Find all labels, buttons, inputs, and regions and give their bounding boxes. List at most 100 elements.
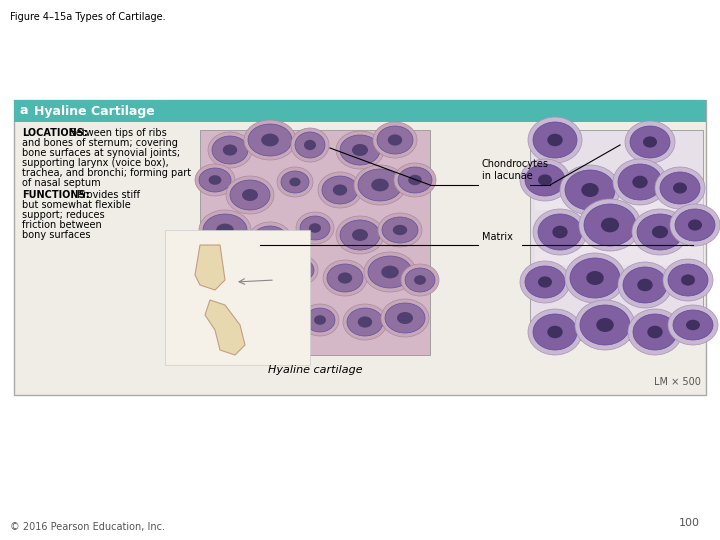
Text: © 2016 Pearson Education, Inc.: © 2016 Pearson Education, Inc. bbox=[10, 522, 165, 532]
Ellipse shape bbox=[247, 276, 263, 288]
Ellipse shape bbox=[263, 234, 277, 246]
Text: support; reduces: support; reduces bbox=[22, 210, 104, 220]
Ellipse shape bbox=[318, 172, 362, 208]
Ellipse shape bbox=[618, 164, 662, 200]
Ellipse shape bbox=[314, 315, 326, 325]
Ellipse shape bbox=[565, 170, 615, 210]
Ellipse shape bbox=[601, 218, 619, 232]
Ellipse shape bbox=[586, 271, 604, 285]
Ellipse shape bbox=[358, 316, 372, 328]
Ellipse shape bbox=[295, 132, 325, 158]
Ellipse shape bbox=[235, 267, 275, 297]
Ellipse shape bbox=[525, 266, 565, 298]
Ellipse shape bbox=[660, 172, 700, 204]
Ellipse shape bbox=[340, 135, 380, 165]
Ellipse shape bbox=[309, 223, 321, 233]
Ellipse shape bbox=[655, 167, 705, 209]
Text: bone surfaces at synovial joints;: bone surfaces at synovial joints; bbox=[22, 148, 180, 158]
Ellipse shape bbox=[199, 168, 231, 192]
Ellipse shape bbox=[401, 264, 439, 296]
Text: supporting larynx (voice box),: supporting larynx (voice box), bbox=[22, 158, 168, 168]
Ellipse shape bbox=[580, 305, 630, 345]
Ellipse shape bbox=[596, 318, 613, 332]
Text: LM × 500: LM × 500 bbox=[654, 377, 701, 387]
Ellipse shape bbox=[340, 220, 380, 250]
Ellipse shape bbox=[277, 167, 313, 197]
Ellipse shape bbox=[405, 268, 435, 292]
Ellipse shape bbox=[210, 306, 250, 338]
Ellipse shape bbox=[394, 163, 436, 197]
Ellipse shape bbox=[663, 259, 713, 301]
Ellipse shape bbox=[336, 131, 384, 169]
Ellipse shape bbox=[618, 262, 672, 308]
Ellipse shape bbox=[538, 276, 552, 288]
Ellipse shape bbox=[294, 266, 305, 274]
Text: Hyaline cartilage: Hyaline cartilage bbox=[268, 365, 362, 375]
Ellipse shape bbox=[688, 219, 702, 231]
Ellipse shape bbox=[628, 309, 682, 355]
FancyBboxPatch shape bbox=[530, 130, 703, 340]
Ellipse shape bbox=[248, 124, 292, 156]
Ellipse shape bbox=[538, 174, 552, 186]
Ellipse shape bbox=[281, 171, 309, 193]
Ellipse shape bbox=[632, 209, 688, 255]
Text: 100: 100 bbox=[679, 518, 700, 528]
Ellipse shape bbox=[286, 259, 314, 281]
Ellipse shape bbox=[560, 165, 620, 215]
Ellipse shape bbox=[632, 176, 648, 188]
Ellipse shape bbox=[289, 178, 301, 186]
Ellipse shape bbox=[373, 122, 417, 158]
Ellipse shape bbox=[244, 120, 296, 160]
Ellipse shape bbox=[216, 224, 234, 237]
Ellipse shape bbox=[382, 217, 418, 243]
Ellipse shape bbox=[364, 252, 416, 292]
Ellipse shape bbox=[393, 225, 408, 235]
Ellipse shape bbox=[296, 212, 334, 244]
FancyBboxPatch shape bbox=[165, 230, 310, 365]
Ellipse shape bbox=[377, 126, 413, 154]
Ellipse shape bbox=[209, 175, 222, 185]
Ellipse shape bbox=[547, 326, 563, 338]
Ellipse shape bbox=[230, 180, 270, 210]
Ellipse shape bbox=[397, 312, 413, 324]
Ellipse shape bbox=[381, 299, 429, 337]
Ellipse shape bbox=[323, 260, 367, 296]
Ellipse shape bbox=[305, 308, 335, 332]
Ellipse shape bbox=[625, 121, 675, 163]
Ellipse shape bbox=[352, 229, 368, 241]
Ellipse shape bbox=[623, 267, 667, 303]
Ellipse shape bbox=[673, 310, 713, 340]
Ellipse shape bbox=[224, 317, 236, 327]
Ellipse shape bbox=[643, 137, 657, 147]
Ellipse shape bbox=[301, 304, 339, 336]
FancyBboxPatch shape bbox=[14, 100, 706, 395]
Ellipse shape bbox=[525, 164, 565, 196]
Ellipse shape bbox=[686, 320, 700, 330]
Ellipse shape bbox=[528, 309, 582, 355]
Text: a: a bbox=[20, 105, 29, 118]
Ellipse shape bbox=[381, 266, 399, 279]
Ellipse shape bbox=[533, 314, 577, 350]
Ellipse shape bbox=[255, 300, 295, 330]
Ellipse shape bbox=[408, 175, 422, 185]
Ellipse shape bbox=[681, 274, 695, 286]
Text: FUNCTIONS:: FUNCTIONS: bbox=[22, 190, 89, 200]
Text: Chondrocytes
in lacunae: Chondrocytes in lacunae bbox=[482, 159, 549, 181]
Ellipse shape bbox=[248, 222, 292, 258]
Ellipse shape bbox=[673, 183, 687, 194]
Ellipse shape bbox=[226, 176, 274, 214]
Text: friction between: friction between bbox=[22, 220, 102, 230]
Ellipse shape bbox=[385, 303, 425, 333]
Ellipse shape bbox=[300, 216, 330, 240]
Text: Matrix: Matrix bbox=[482, 232, 513, 242]
Text: Figure 4–15a Types of Cartilage.: Figure 4–15a Types of Cartilage. bbox=[10, 12, 166, 22]
Ellipse shape bbox=[368, 256, 412, 288]
Ellipse shape bbox=[388, 134, 402, 146]
Polygon shape bbox=[205, 300, 245, 355]
Ellipse shape bbox=[670, 204, 720, 246]
Ellipse shape bbox=[327, 264, 363, 292]
Ellipse shape bbox=[352, 144, 368, 156]
Ellipse shape bbox=[414, 275, 426, 285]
Text: Provides stiff: Provides stiff bbox=[74, 190, 140, 200]
Polygon shape bbox=[195, 245, 225, 290]
